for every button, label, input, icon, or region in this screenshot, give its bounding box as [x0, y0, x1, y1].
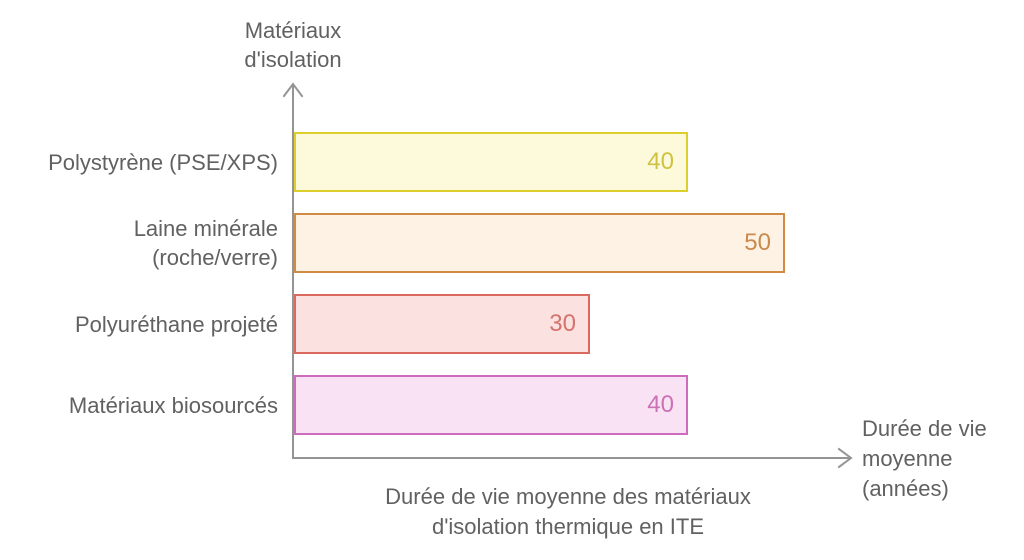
y-axis-arrowhead-icon — [282, 82, 304, 98]
x-axis-arrowhead-icon — [837, 447, 853, 469]
x-axis-title: Durée de vie moyenne (années) — [862, 414, 1022, 504]
y-axis-title: Matériaux d'isolation — [173, 16, 413, 74]
category-label: Laine minérale (roche/verre) — [133, 216, 278, 270]
bar-value-label: 30 — [549, 310, 576, 337]
bar: 30 — [294, 294, 590, 354]
bar: 50 — [294, 213, 785, 273]
x-axis-title-line1: Durée de vie — [862, 416, 987, 441]
y-axis-title-line2: d'isolation — [244, 47, 342, 72]
category-label: Polyuréthane projeté — [74, 311, 278, 337]
bar-value-label: 40 — [647, 148, 674, 175]
y-axis-title-line1: Matériaux — [244, 18, 342, 43]
category-label: Matériaux biosourcés — [68, 392, 278, 418]
chart-title-line2: d'isolation thermique en ITE — [431, 514, 704, 539]
bar: 40 — [294, 132, 688, 192]
chart-title-line1: Durée de vie moyenne des matériaux — [385, 484, 751, 509]
chart-title: Durée de vie moyenne des matériaux d'iso… — [288, 482, 848, 542]
x-axis-title-line3: (années) — [862, 476, 949, 501]
bar: 40 — [294, 375, 688, 435]
x-axis-title-line2: moyenne — [862, 446, 953, 471]
bar-value-label: 50 — [744, 229, 771, 256]
bar-value-label: 40 — [647, 391, 674, 418]
category-label: Polystyrène (PSE/XPS) — [48, 149, 278, 175]
